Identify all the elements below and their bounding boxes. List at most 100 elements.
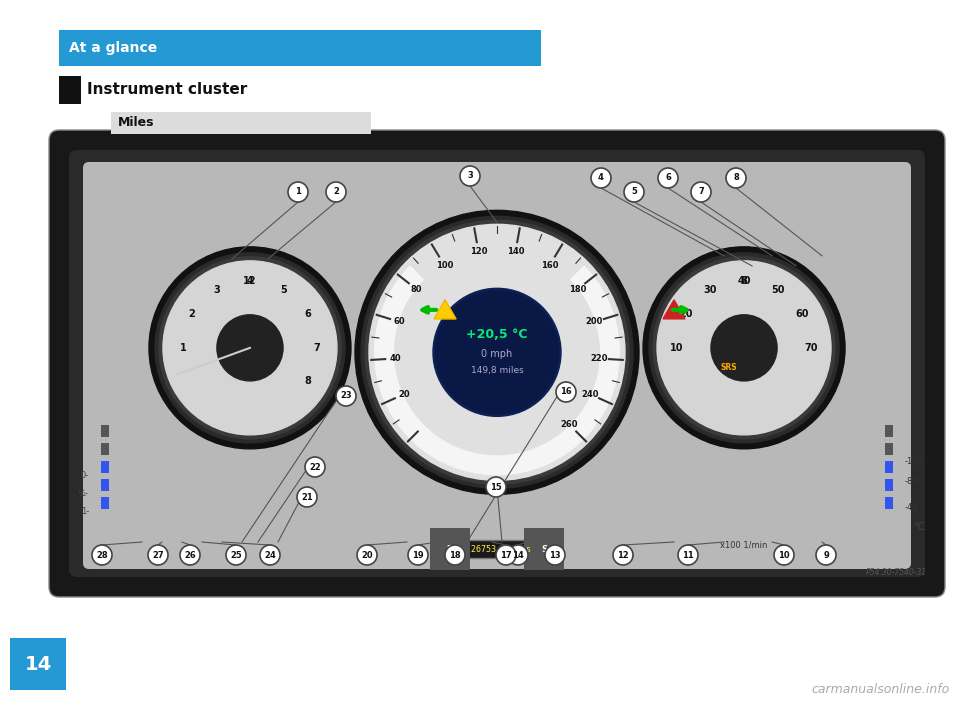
Circle shape bbox=[357, 545, 377, 565]
Text: 12: 12 bbox=[243, 276, 256, 286]
Circle shape bbox=[155, 253, 345, 443]
Circle shape bbox=[653, 257, 835, 439]
Text: 20: 20 bbox=[361, 551, 372, 559]
Text: 0-: 0- bbox=[81, 472, 89, 481]
Text: 200: 200 bbox=[586, 317, 603, 326]
Text: -80: -80 bbox=[905, 477, 919, 486]
Circle shape bbox=[408, 545, 428, 565]
Circle shape bbox=[336, 386, 356, 406]
Circle shape bbox=[460, 166, 480, 186]
Circle shape bbox=[624, 182, 644, 202]
Circle shape bbox=[508, 545, 528, 565]
Circle shape bbox=[326, 182, 346, 202]
Text: 28: 28 bbox=[96, 551, 108, 559]
Bar bbox=[59, 30, 541, 66]
Circle shape bbox=[816, 545, 836, 565]
Polygon shape bbox=[434, 300, 456, 319]
Circle shape bbox=[159, 257, 341, 439]
Circle shape bbox=[92, 545, 112, 565]
Bar bbox=[59, 76, 81, 104]
Text: 240: 240 bbox=[581, 389, 599, 399]
Circle shape bbox=[436, 291, 559, 413]
Text: 9: 9 bbox=[823, 551, 828, 559]
Text: D: D bbox=[446, 544, 453, 554]
Text: At a glance: At a glance bbox=[69, 41, 157, 55]
Circle shape bbox=[163, 261, 337, 435]
FancyBboxPatch shape bbox=[83, 162, 911, 569]
Text: 140: 140 bbox=[507, 248, 524, 256]
Circle shape bbox=[657, 261, 831, 435]
Text: 70: 70 bbox=[804, 343, 818, 353]
Circle shape bbox=[433, 288, 561, 416]
Bar bbox=[101, 461, 109, 473]
Text: 25: 25 bbox=[230, 551, 242, 559]
Circle shape bbox=[217, 315, 283, 381]
Circle shape bbox=[649, 253, 839, 443]
Text: 5: 5 bbox=[280, 285, 287, 295]
Text: 220: 220 bbox=[590, 354, 608, 363]
Text: 4: 4 bbox=[247, 276, 253, 286]
Circle shape bbox=[355, 210, 639, 494]
FancyBboxPatch shape bbox=[69, 150, 925, 577]
Circle shape bbox=[149, 247, 351, 449]
Bar bbox=[101, 425, 109, 437]
Circle shape bbox=[148, 545, 168, 565]
Text: km/h: km/h bbox=[429, 530, 453, 540]
Text: -120: -120 bbox=[905, 457, 924, 467]
Circle shape bbox=[369, 224, 625, 480]
Circle shape bbox=[496, 545, 516, 565]
Circle shape bbox=[691, 182, 711, 202]
Text: 24: 24 bbox=[264, 551, 276, 559]
Text: 10: 10 bbox=[779, 551, 790, 559]
Circle shape bbox=[711, 315, 777, 381]
Circle shape bbox=[678, 545, 698, 565]
Bar bbox=[885, 425, 893, 437]
Text: 60: 60 bbox=[795, 309, 809, 319]
Text: S: S bbox=[541, 544, 547, 554]
Text: 21: 21 bbox=[301, 493, 313, 501]
Text: 1-: 1- bbox=[81, 508, 89, 517]
Bar bbox=[885, 443, 893, 455]
Circle shape bbox=[180, 545, 200, 565]
Text: 40: 40 bbox=[737, 276, 751, 286]
Text: 7: 7 bbox=[314, 343, 321, 353]
Circle shape bbox=[297, 487, 317, 507]
FancyBboxPatch shape bbox=[49, 130, 945, 597]
Text: carmanualsonline.info: carmanualsonline.info bbox=[812, 683, 950, 696]
Wedge shape bbox=[374, 266, 620, 475]
Circle shape bbox=[591, 168, 611, 188]
Text: 8: 8 bbox=[733, 173, 739, 183]
Text: 18: 18 bbox=[449, 551, 461, 559]
Text: 160: 160 bbox=[541, 261, 559, 270]
Text: 5: 5 bbox=[631, 188, 636, 197]
Text: 50: 50 bbox=[771, 285, 784, 295]
Text: 60: 60 bbox=[394, 317, 405, 326]
Bar bbox=[10, 638, 66, 690]
Text: 16: 16 bbox=[560, 387, 572, 396]
Text: 1: 1 bbox=[295, 188, 300, 197]
Text: 12: 12 bbox=[617, 551, 629, 559]
Text: 27: 27 bbox=[153, 551, 164, 559]
Circle shape bbox=[726, 168, 746, 188]
Text: 80: 80 bbox=[411, 285, 422, 294]
Text: 0 mph: 0 mph bbox=[481, 349, 513, 360]
Text: 10: 10 bbox=[670, 343, 684, 353]
Text: 7: 7 bbox=[698, 188, 704, 197]
Text: P54.30-7540-31: P54.30-7540-31 bbox=[866, 568, 927, 577]
Text: 20: 20 bbox=[398, 389, 410, 399]
Text: +20,5 °C: +20,5 °C bbox=[467, 328, 528, 341]
Text: 20: 20 bbox=[680, 309, 693, 319]
Text: 8: 8 bbox=[740, 276, 748, 286]
Text: 8: 8 bbox=[304, 377, 311, 387]
Circle shape bbox=[643, 247, 845, 449]
Circle shape bbox=[556, 382, 576, 402]
Text: ½-: ½- bbox=[78, 489, 89, 498]
Text: 2: 2 bbox=[188, 309, 195, 319]
Bar bbox=[885, 479, 893, 491]
Text: 1: 1 bbox=[180, 343, 186, 353]
Circle shape bbox=[260, 545, 280, 565]
Polygon shape bbox=[663, 300, 685, 319]
Circle shape bbox=[226, 545, 246, 565]
Text: 14: 14 bbox=[512, 551, 524, 559]
Bar bbox=[111, 112, 371, 134]
